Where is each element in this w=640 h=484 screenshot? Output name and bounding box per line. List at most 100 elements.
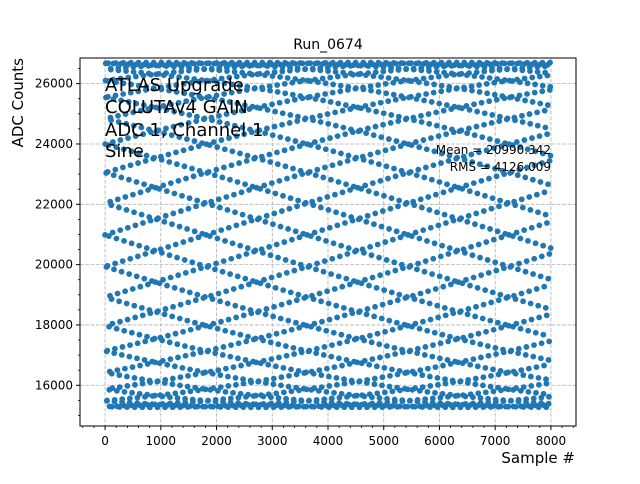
data-point <box>547 59 553 66</box>
data-point <box>372 303 378 310</box>
data-point <box>182 399 189 406</box>
data-point <box>535 381 542 388</box>
data-point <box>248 310 255 317</box>
data-point <box>328 176 334 183</box>
data-point <box>414 396 421 403</box>
data-point <box>542 124 549 131</box>
x-tick-label: 8000 <box>536 434 567 448</box>
data-point <box>273 330 280 337</box>
data-point <box>139 312 146 319</box>
data-point <box>396 291 403 298</box>
data-point <box>167 180 174 187</box>
data-point <box>237 242 244 249</box>
data-point <box>519 204 526 211</box>
data-point <box>490 236 497 243</box>
data-point <box>189 259 196 266</box>
data-point <box>233 222 240 229</box>
data-point <box>175 354 181 361</box>
data-point <box>546 393 552 400</box>
data-point <box>518 367 525 374</box>
data-point <box>345 83 352 90</box>
data-point <box>241 102 248 108</box>
data-point <box>171 284 178 291</box>
data-point <box>313 266 319 273</box>
data-point <box>477 400 484 406</box>
data-point <box>345 245 352 251</box>
data-point <box>470 274 477 281</box>
data-point <box>371 313 378 320</box>
data-point <box>474 108 481 115</box>
data-point <box>420 137 427 143</box>
data-point <box>380 121 386 128</box>
data-point <box>486 136 493 142</box>
data-point <box>328 395 335 402</box>
chart-title: Run_0674 <box>293 37 363 53</box>
data-point <box>159 249 165 256</box>
data-point <box>183 175 189 182</box>
data-point <box>517 235 524 242</box>
data-point <box>421 268 428 275</box>
data-point <box>342 131 349 138</box>
data-point <box>453 85 460 91</box>
data-point <box>539 82 546 89</box>
data-point <box>505 403 512 410</box>
data-point <box>276 177 283 184</box>
data-point <box>361 357 368 364</box>
data-point <box>109 229 116 236</box>
data-point <box>286 119 293 126</box>
data-point <box>290 398 297 405</box>
data-point <box>388 195 395 202</box>
data-point <box>430 162 437 169</box>
data-point <box>368 87 374 94</box>
data-point <box>321 258 328 265</box>
data-point <box>219 97 226 104</box>
data-point <box>527 68 533 74</box>
data-point <box>109 385 116 392</box>
rms-annotation: RMS = 4126.009 <box>450 160 551 174</box>
data-point <box>287 289 294 296</box>
data-point <box>225 383 232 389</box>
data-point <box>275 341 282 348</box>
data-point <box>140 102 147 108</box>
data-point <box>524 80 531 87</box>
data-point <box>105 60 112 67</box>
data-point <box>218 137 225 143</box>
data-point <box>230 389 236 396</box>
data-point <box>361 393 368 400</box>
data-point <box>137 189 144 196</box>
data-point <box>444 357 451 363</box>
data-point <box>393 138 400 144</box>
data-point <box>287 195 294 202</box>
data-point <box>459 280 466 287</box>
data-point <box>159 393 166 400</box>
data-point <box>121 327 128 334</box>
data-point <box>540 331 547 338</box>
data-point <box>234 179 241 185</box>
data-point <box>266 83 273 90</box>
data-point <box>222 388 229 395</box>
data-point <box>374 330 381 337</box>
data-point <box>141 357 148 363</box>
data-point <box>542 304 549 311</box>
data-point <box>443 102 450 108</box>
data-point <box>414 345 421 352</box>
data-point <box>496 118 503 124</box>
data-point <box>395 203 401 210</box>
data-point <box>151 335 158 342</box>
data-point <box>214 235 221 242</box>
x-tick-label: 5000 <box>368 434 399 448</box>
data-point <box>531 89 538 96</box>
data-point <box>245 361 252 367</box>
data-point <box>173 161 180 168</box>
data-point <box>479 74 485 80</box>
data-point <box>468 243 475 250</box>
data-point <box>213 260 219 267</box>
data-point <box>156 185 163 192</box>
data-point <box>382 328 388 335</box>
data-point <box>421 97 427 104</box>
data-point <box>383 163 390 170</box>
data-point <box>463 276 469 283</box>
data-point <box>520 298 526 305</box>
data-point <box>284 75 291 81</box>
data-point <box>480 208 487 214</box>
